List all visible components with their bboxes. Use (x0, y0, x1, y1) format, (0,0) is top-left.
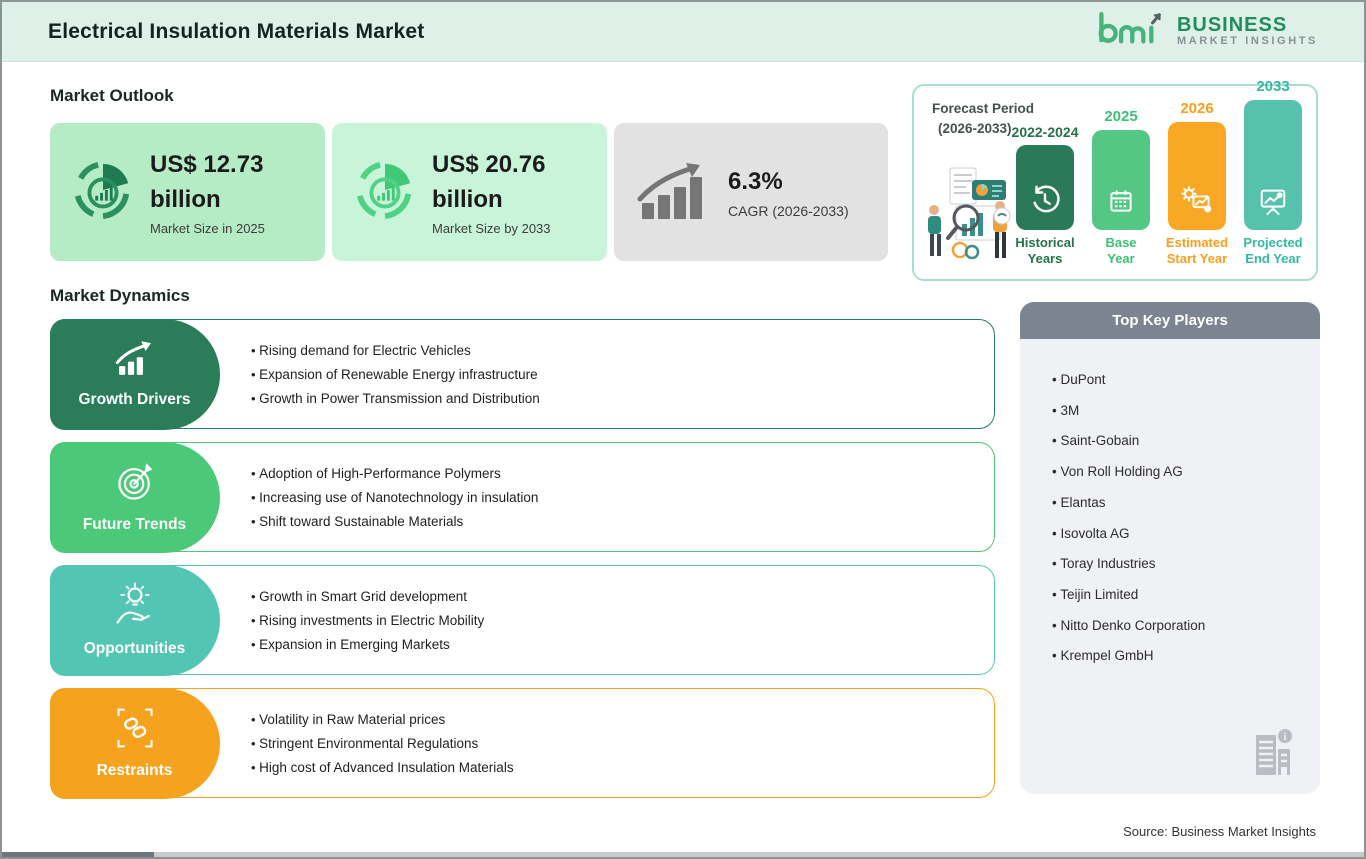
projected-end-year-bar (1244, 100, 1302, 230)
restraints-label: Restraints (96, 762, 173, 779)
market-size-2025-value: US$ 12.73 billion (150, 150, 264, 213)
idea-hand-icon (113, 582, 157, 633)
bullet-item: Shift toward Sustainable Materials (251, 514, 974, 529)
key-player-item: Saint-Gobain (1052, 426, 1300, 457)
horizontal-scrollbar[interactable] (2, 852, 1364, 857)
cagr-value: 6.3% (728, 167, 783, 195)
restraints-pill: Restraints (49, 687, 220, 799)
bullet-item: Rising demand for Electric Vehicles (251, 343, 974, 358)
estimated-start-year-bar (1168, 122, 1226, 230)
projected-end-year-label: 2033 (1256, 78, 1290, 95)
growth-bars-icon (636, 159, 712, 226)
forecast-bars: 2022-2024 Historical Years 2 (1011, 78, 1306, 273)
header-bar: Electrical Insulation Materials Market B… (2, 2, 1364, 62)
company-building-icon: i (1252, 727, 1294, 782)
market-dynamics-heading: Market Dynamics (50, 286, 190, 305)
top-key-players-panel: Top Key Players DuPont 3M Saint-Gobain V… (1020, 302, 1320, 794)
bmi-logo-icon (1094, 7, 1168, 56)
outlook-cards: US$ 12.73 billion Market Size in 2025 (50, 123, 888, 261)
opportunities-bullets: Growth in Smart Grid development Rising … (251, 566, 974, 674)
bullet-item: Adoption of High-Performance Polymers (251, 466, 974, 481)
bullet-item: Volatility in Raw Material prices (251, 712, 974, 727)
future-trends-row: Future Trends Adoption of High-Performan… (49, 441, 995, 553)
history-clock-icon (1030, 185, 1060, 220)
bullet-item: Stringent Environmental Regulations (251, 736, 974, 751)
growth-drivers-row: Growth Drivers Rising demand for Electri… (49, 318, 995, 430)
future-trends-pill: Future Trends (49, 441, 220, 553)
bullet-item: Expansion in Emerging Markets (251, 637, 974, 652)
cagr-caption: CAGR (2026-2033) (728, 203, 849, 220)
presentation-board-icon (1258, 185, 1288, 220)
restraints-row: Restraints Volatility in Raw Material pr… (49, 687, 995, 799)
historical-years-column: 2022-2024 Historical Years (1011, 124, 1079, 273)
key-player-item: Nitto Denko Corporation (1052, 611, 1300, 642)
opportunities-pill: Opportunities (49, 564, 220, 676)
key-player-item: Krempel GmbH (1052, 641, 1300, 672)
projected-end-year-caption: Projected End Year (1243, 235, 1303, 267)
forecast-period-title: Forecast Period (2026-2033) (932, 101, 1035, 136)
calendar-icon (1107, 187, 1135, 220)
market-size-2033-card: US$ 20.76 billion Market Size by 2033 (332, 123, 607, 261)
page-title: Electrical Insulation Materials Market (48, 19, 425, 43)
market-outlook-heading: Market Outlook (50, 86, 174, 105)
opportunities-row: Opportunities Growth in Smart Grid devel… (49, 564, 995, 676)
market-size-2025-card: US$ 12.73 billion Market Size in 2025 (50, 123, 325, 261)
key-players-list: DuPont 3M Saint-Gobain Von Roll Holding … (1052, 365, 1300, 672)
historical-years-label: 2022-2024 (1011, 124, 1079, 140)
bullet-item: Growth in Power Transmission and Distrib… (251, 391, 974, 406)
base-year-caption: Base Year (1105, 235, 1137, 267)
base-year-bar (1092, 130, 1150, 230)
growth-drivers-bullets: Rising demand for Electric Vehicles Expa… (251, 320, 974, 428)
key-player-item: Isovolta AG (1052, 519, 1300, 550)
growth-chart-icon (112, 339, 158, 384)
key-player-item: DuPont (1052, 365, 1300, 396)
historical-years-caption: Historical Years (1015, 235, 1075, 267)
market-size-2033-value: US$ 20.76 billion (432, 150, 546, 213)
bullet-item: Expansion of Renewable Energy infrastruc… (251, 367, 974, 382)
horizontal-scrollbar-thumb[interactable] (2, 852, 154, 857)
projected-end-year-column: 2033 Projected End Year (1240, 78, 1306, 273)
source-note: Source: Business Market Insights (1123, 824, 1316, 839)
market-size-2025-caption: Market Size in 2025 (150, 221, 265, 237)
donut-chart-icon (354, 159, 416, 226)
forecast-period-panel: Forecast Period (2026-2033) (912, 78, 1318, 281)
brand-logo: BUSINESS MARKET INSIGHTS (1094, 7, 1318, 56)
key-player-item: Von Roll Holding AG (1052, 457, 1300, 488)
base-year-column: 2025 Base Year (1088, 108, 1154, 273)
estimated-start-year-label: 2026 (1180, 100, 1214, 117)
key-player-item: Teijin Limited (1052, 580, 1300, 611)
people-analytics-illustration (920, 158, 1020, 273)
historical-years-bar (1016, 145, 1074, 230)
key-player-item: Elantas (1052, 488, 1300, 519)
svg-text:i: i (1284, 732, 1287, 743)
key-player-item: 3M (1052, 396, 1300, 427)
estimated-start-year-caption: Estimated Start Year (1165, 235, 1229, 267)
bullet-item: Growth in Smart Grid development (251, 589, 974, 604)
market-size-2033-caption: Market Size by 2033 (432, 221, 551, 237)
chain-link-icon (113, 706, 157, 755)
brand-wordmark: BUSINESS MARKET INSIGHTS (1177, 15, 1318, 48)
base-year-label: 2025 (1104, 108, 1138, 125)
gear-chart-icon (1181, 185, 1213, 220)
bullet-item: Increasing use of Nanotechnology in insu… (251, 490, 974, 505)
brand-line1: BUSINESS (1176, 14, 1288, 37)
bullet-item: Rising investments in Electric Mobility (251, 613, 974, 628)
brand-line2: MARKET INSIGHTS (1176, 35, 1318, 48)
bullet-item: High cost of Advanced Insulation Materia… (251, 760, 974, 775)
opportunities-label: Opportunities (83, 640, 186, 657)
donut-chart-icon (72, 159, 134, 226)
market-dynamics-rows: Growth Drivers Rising demand for Electri… (49, 318, 995, 811)
future-trends-bullets: Adoption of High-Performance Polymers In… (251, 443, 974, 551)
estimated-start-year-column: 2026 Estimated Start Year (1164, 100, 1230, 273)
target-dart-icon (113, 460, 157, 509)
key-player-item: Toray Industries (1052, 549, 1300, 580)
top-key-players-heading: Top Key Players (1020, 302, 1320, 339)
cagr-card: 6.3% CAGR (2026-2033) (614, 123, 888, 261)
future-trends-label: Future Trends (82, 516, 187, 533)
growth-drivers-pill: Growth Drivers (49, 318, 220, 430)
growth-drivers-label: Growth Drivers (78, 391, 191, 408)
restraints-bullets: Volatility in Raw Material prices String… (251, 689, 974, 797)
